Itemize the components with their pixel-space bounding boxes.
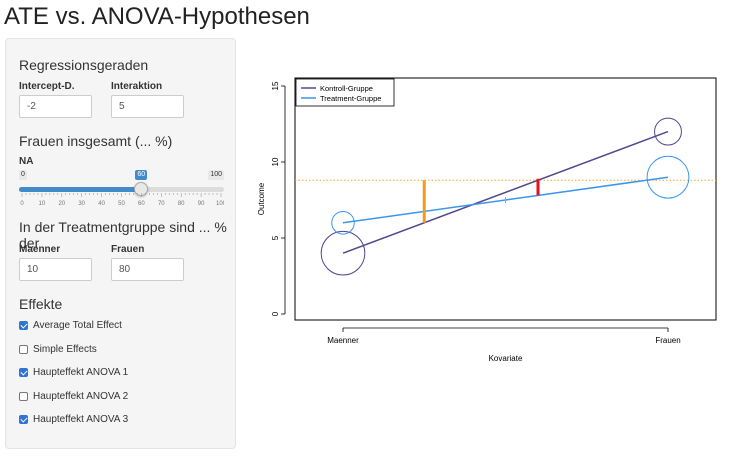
- y-tick-label: 15: [271, 81, 280, 90]
- slider-tick-label: 80: [178, 201, 185, 207]
- treatment-section-title: In der Treatmentgruppe sind ... % der: [19, 219, 227, 251]
- women-section-title: Frauen insgesamt (... %): [19, 133, 173, 149]
- group-size-circle: [331, 211, 355, 235]
- slider-value-label: 60: [135, 170, 148, 180]
- effect-checkbox-0[interactable]: Average Total Effect: [19, 320, 122, 331]
- slider-tick-label: 50: [118, 201, 125, 207]
- women-percent-slider[interactable]: 0 100 60 0 10 20 30 40 50 60 70 80 90 100: [19, 170, 224, 210]
- legend-label: Treatment-Gruppe: [320, 94, 381, 103]
- x-tick-label: Frauen: [655, 336, 680, 345]
- slider-tick-label: 100: [216, 201, 224, 207]
- interaction-label: Interaktion: [111, 81, 163, 92]
- effects-chart: 0 5 10 15 Outcome Maenner Frauen Kovariate Kontr…: [257, 77, 717, 363]
- y-tick-label: 0: [271, 311, 280, 316]
- effect-checkbox-3[interactable]: Haupteffekt ANOVA 2: [19, 391, 128, 402]
- checkbox-checked-icon[interactable]: [19, 368, 28, 377]
- slider-tick-label: 90: [198, 201, 205, 207]
- legend-box: [295, 78, 395, 107]
- women-label: Frauen: [111, 244, 145, 255]
- slider-label: NA: [19, 156, 34, 167]
- slider-tick-label: 20: [58, 201, 65, 207]
- checkbox-unchecked-icon[interactable]: [19, 391, 28, 401]
- slider-tick-label: 30: [78, 201, 85, 207]
- y-axis-label: Outcome: [257, 182, 266, 215]
- series-line-0: [342, 130, 669, 254]
- effect-checkbox-4[interactable]: Haupteffekt ANOVA 3: [19, 414, 128, 425]
- plot-frame: [294, 77, 717, 321]
- slider-min-label: 0: [19, 170, 27, 180]
- group-size-circle: [320, 230, 366, 276]
- slider-ticks: 0 10 20 30 40 50 60 70 80 90 100: [20, 193, 224, 207]
- y-tick-label: 10: [271, 157, 280, 166]
- intercept-label: Intercept-D.: [19, 81, 75, 92]
- slider-tick-label: 60: [138, 201, 145, 207]
- effect-checkbox-label: Average Total Effect: [33, 320, 122, 331]
- checkbox-unchecked-icon[interactable]: [19, 344, 28, 354]
- men-label: Maenner: [19, 244, 61, 255]
- men-input[interactable]: 10: [19, 258, 92, 281]
- x-axis-label: Kovariate: [489, 354, 523, 363]
- regression-section-title: Regressionsgeraden: [19, 57, 149, 73]
- group-size-circle: [654, 117, 682, 146]
- slider-fill: [19, 187, 142, 192]
- effect-checkbox-label: Haupteffekt ANOVA 1: [33, 367, 129, 378]
- women-input[interactable]: 80: [111, 258, 184, 281]
- effect-checkbox-label: Haupteffekt ANOVA 2: [33, 390, 129, 402]
- slider-tick-label: 10: [39, 201, 46, 207]
- intercept-input[interactable]: -2: [19, 95, 92, 118]
- legend-label: Kontroll-Gruppe: [320, 84, 373, 93]
- group-size-circle: [646, 155, 690, 199]
- interaction-input[interactable]: 5: [111, 95, 184, 118]
- checkbox-checked-icon[interactable]: [19, 415, 28, 424]
- effects-section-title: Effekte: [19, 296, 63, 312]
- slider-tick-label: 70: [158, 201, 165, 207]
- effect-checkbox-1[interactable]: Simple Effects: [19, 344, 97, 355]
- sidebar-panel: Regressionsgeraden Intercept-D. -2 Inter…: [5, 38, 236, 449]
- app-title: ATE vs. ANOVA-Hypothesen: [4, 3, 310, 30]
- effect-checkbox-2[interactable]: Haupteffekt ANOVA 1: [19, 367, 128, 378]
- effect-checkbox-label: Haupteffekt ANOVA 3: [33, 414, 129, 425]
- effect-checkbox-label: Simple Effects: [33, 343, 97, 355]
- slider-max-label: 100: [208, 170, 224, 180]
- y-tick-label: 5: [271, 235, 280, 240]
- checkbox-checked-icon[interactable]: [19, 321, 28, 330]
- slider-tick-label: 0: [20, 201, 24, 207]
- x-tick-label: Maenner: [327, 336, 359, 345]
- slider-tick-label: 40: [98, 201, 105, 207]
